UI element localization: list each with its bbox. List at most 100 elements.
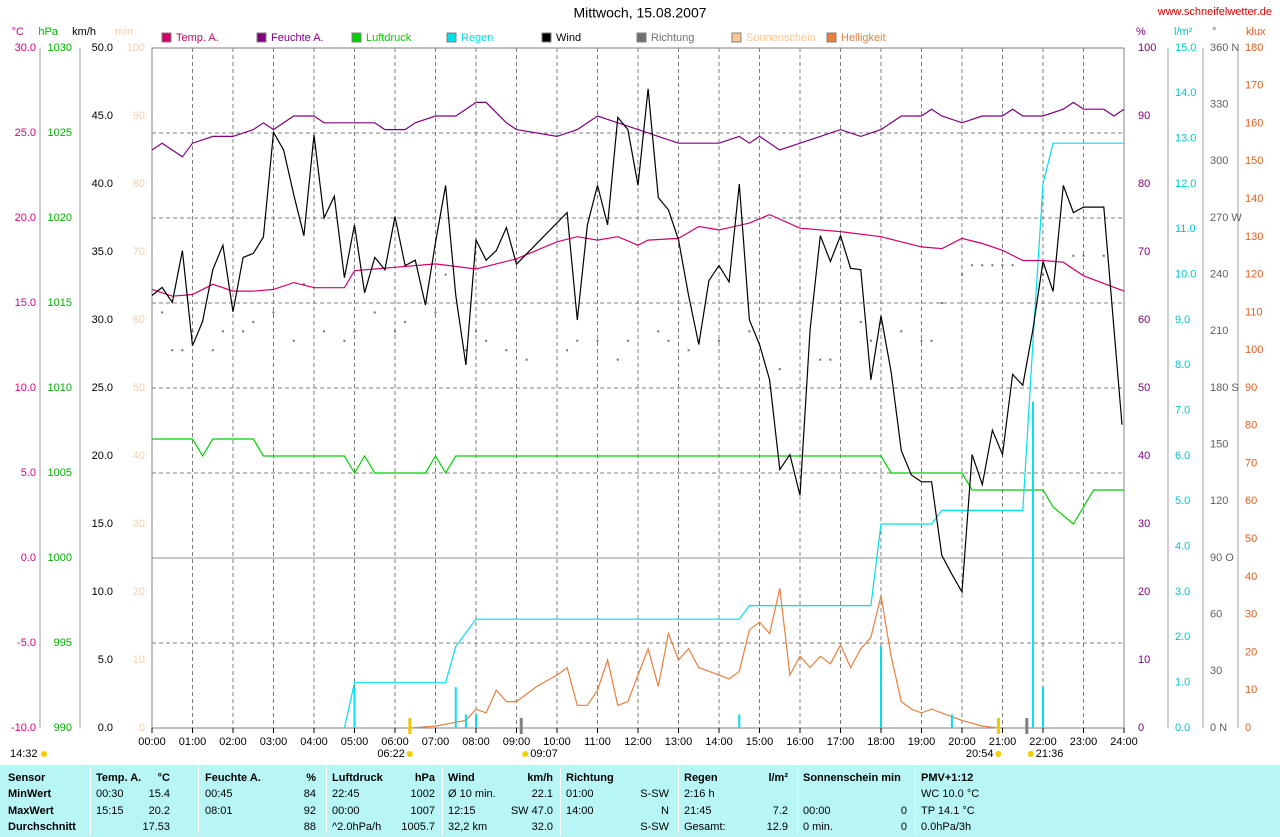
y-tick-label: 60 [1138, 314, 1150, 326]
y-tick-label: 90 [133, 110, 145, 122]
table-cell: 1002 [410, 788, 435, 800]
direction-dot [444, 273, 447, 276]
chart-title: Mittwoch, 15.08.2007 [573, 5, 706, 21]
y-tick-label: 330 [1210, 99, 1228, 111]
direction-dot [221, 330, 224, 333]
y-tick-label: 15.0 [1175, 42, 1196, 54]
direction-dot [930, 339, 933, 342]
series-line [151, 101, 1125, 158]
legend-swatch [731, 32, 742, 43]
col-sep [198, 767, 199, 835]
series-line [409, 588, 999, 729]
table-cell: Luftdruck [332, 772, 383, 784]
table-cell: PMV+1:12 [921, 772, 974, 784]
y-tick-label: 35.0 [92, 246, 113, 258]
table-cell: MinWert [8, 788, 52, 800]
x-tick-label: 21:00 [989, 736, 1017, 748]
col-sep [797, 767, 798, 835]
event-label: 20:54 [966, 748, 994, 760]
table-cell: 00:30 [96, 788, 124, 800]
y-tick-label: 14.0 [1175, 87, 1196, 99]
direction-dot [353, 330, 356, 333]
y-tick-label: 13.0 [1175, 133, 1196, 145]
direction-dot [961, 273, 963, 276]
legend-swatch [636, 32, 647, 43]
y-tick-label: 25.0 [92, 382, 113, 394]
y-tick-label: 180 [1245, 42, 1263, 54]
axis-title: min [115, 26, 133, 38]
table-cell: Sensor [8, 772, 46, 784]
table-cell: 1007 [410, 805, 435, 817]
direction-dot [1082, 254, 1085, 257]
y-tick-label: 30 [1138, 518, 1150, 530]
table-cell: 20.2 [148, 805, 170, 817]
table-cell: Temp. A. [96, 772, 142, 784]
y-tick-label: 15.0 [15, 297, 36, 309]
y-tick-label: 1010 [48, 382, 72, 394]
y-tick-label: 10.0 [1175, 269, 1196, 281]
y-tick-label: 110 [1245, 306, 1263, 318]
y-tick-label: 70 [1138, 246, 1150, 258]
table-cell: 00:45 [205, 788, 233, 800]
x-tick-label: 00:00 [138, 736, 166, 748]
col-sep [560, 767, 561, 835]
direction-dot [1072, 254, 1075, 257]
table-cell: SW 47.0 [510, 805, 553, 817]
y-tick-label: 3.0 [1175, 586, 1190, 598]
x-tick-label: 08:00 [462, 736, 490, 748]
y-tick-label: 30 [133, 518, 145, 530]
table-cell: l/m² [768, 772, 788, 784]
y-tick-label: 10.0 [92, 586, 113, 598]
table-cell: 32,2 km [448, 821, 488, 833]
x-tick-label: 16:00 [786, 736, 814, 748]
y-tick-label: 100 [1245, 344, 1263, 356]
table-cell: Ø 10 min. [448, 788, 496, 800]
legend-label: Richtung [651, 32, 694, 44]
x-tick-label: 02:00 [219, 736, 247, 748]
event-label: 09:07 [530, 748, 558, 760]
x-tick-label: 17:00 [827, 736, 855, 748]
direction-dot [171, 349, 174, 352]
direction-dot [373, 311, 376, 314]
table-cell: 32.0 [531, 821, 553, 833]
direction-dot [667, 339, 670, 342]
y-tick-label: 80 [1245, 420, 1257, 432]
table-cell: 12.9 [766, 821, 788, 833]
direction-dot [971, 264, 974, 267]
y-tick-label: 60 [1245, 495, 1257, 507]
direction-dot [1001, 264, 1004, 267]
table-cell: WC 10.0 °C [921, 788, 980, 800]
direction-dot [687, 349, 690, 352]
x-tick-label: 09:00 [503, 736, 531, 748]
corner-note: 14:32 [10, 748, 38, 760]
table-cell: ^2.0hPa/h [332, 821, 382, 833]
direction-dot [272, 311, 275, 314]
table-cell: 0 min. [803, 821, 833, 833]
y-tick-label: 995 [54, 637, 72, 649]
event-label: 06:22 [377, 748, 405, 760]
legend-label: Wind [556, 32, 581, 44]
y-tick-label: 160 [1245, 117, 1263, 129]
y-tick-label: 4.0 [1175, 541, 1190, 553]
direction-dot [323, 330, 326, 333]
y-tick-label: 1005 [48, 467, 72, 479]
table-cell: N [661, 805, 669, 817]
table-cell: 88 [303, 821, 316, 833]
y-tick-label: 40 [1138, 450, 1150, 462]
y-tick-label: 1015 [48, 297, 72, 309]
series-line [152, 438, 1124, 525]
direction-dot [566, 349, 569, 352]
x-tick-label: 19:00 [908, 736, 936, 748]
table-cell: Richtung [566, 772, 614, 784]
direction-dot [394, 330, 396, 333]
direction-dot [596, 339, 599, 342]
x-tick-label: 23:00 [1070, 736, 1098, 748]
y-tick-label: 150 [1245, 155, 1263, 167]
y-tick-label: 10 [1245, 684, 1257, 696]
x-tick-label: 11:00 [584, 736, 611, 748]
moon-icon [41, 751, 47, 757]
series-line [151, 88, 1123, 595]
x-tick-label: 18:00 [867, 736, 895, 748]
direction-dot [485, 339, 488, 342]
